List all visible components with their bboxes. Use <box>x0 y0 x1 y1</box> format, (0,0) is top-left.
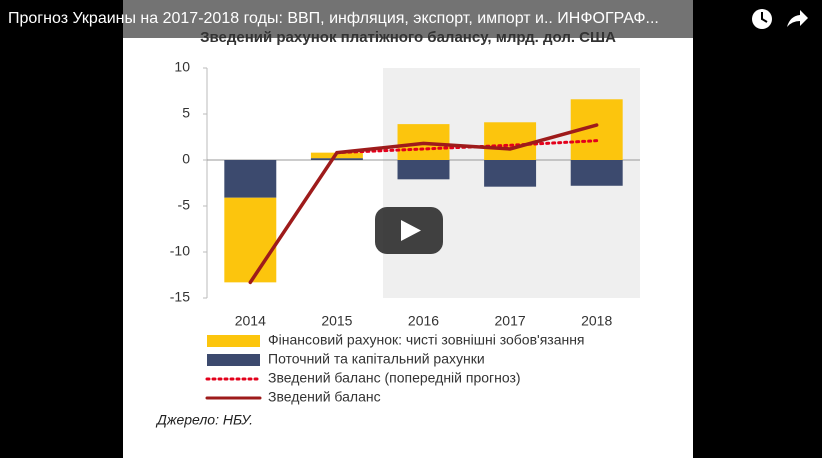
y-tick-label: -5 <box>178 197 191 213</box>
bar <box>484 160 537 187</box>
share-icon[interactable] <box>787 10 808 27</box>
legend-label: Фінансовий рахунок: чисті зовнішні зобов… <box>268 332 585 348</box>
source-note: Джерело: НБУ. <box>155 412 253 428</box>
plot: -15 -10 -5 0 5 10 2014 2015 2016 2017 2018 Фінансов… <box>170 59 640 405</box>
y-tick-label: -15 <box>170 289 190 305</box>
x-tick-label: 2018 <box>581 313 612 329</box>
bar <box>224 160 277 198</box>
bar <box>484 122 537 160</box>
bar <box>310 158 363 160</box>
chart-title: Зведений рахунок платіжного балансу, млр… <box>200 29 616 46</box>
x-tick-label: 2017 <box>495 313 526 329</box>
play-button[interactable] <box>375 207 443 254</box>
y-tick-label: 5 <box>182 105 190 121</box>
x-tick-label: 2014 <box>235 313 266 329</box>
title-bar <box>0 0 822 38</box>
y-tick-label: 0 <box>182 151 190 167</box>
x-tick-label: 2015 <box>321 313 352 329</box>
watch-later-icon[interactable] <box>752 9 772 29</box>
legend-swatch <box>207 335 260 347</box>
legend-label: Зведений баланс (попередній прогноз) <box>268 370 521 386</box>
bar <box>224 197 277 283</box>
legend-label: Зведений баланс <box>268 389 381 405</box>
x-tick-label: 2016 <box>408 313 439 329</box>
bar <box>397 160 450 180</box>
video-title[interactable]: Прогноз Украины на 2017-2018 годы: ВВП, … <box>8 10 659 27</box>
y-tick-label: -10 <box>170 243 190 259</box>
legend-label: Поточний та капітальний рахунки <box>268 351 485 367</box>
y-tick-label: 10 <box>174 59 190 75</box>
line-series <box>335 139 599 155</box>
line-series <box>248 123 599 285</box>
bar <box>570 160 623 186</box>
legend-swatch <box>207 354 260 366</box>
